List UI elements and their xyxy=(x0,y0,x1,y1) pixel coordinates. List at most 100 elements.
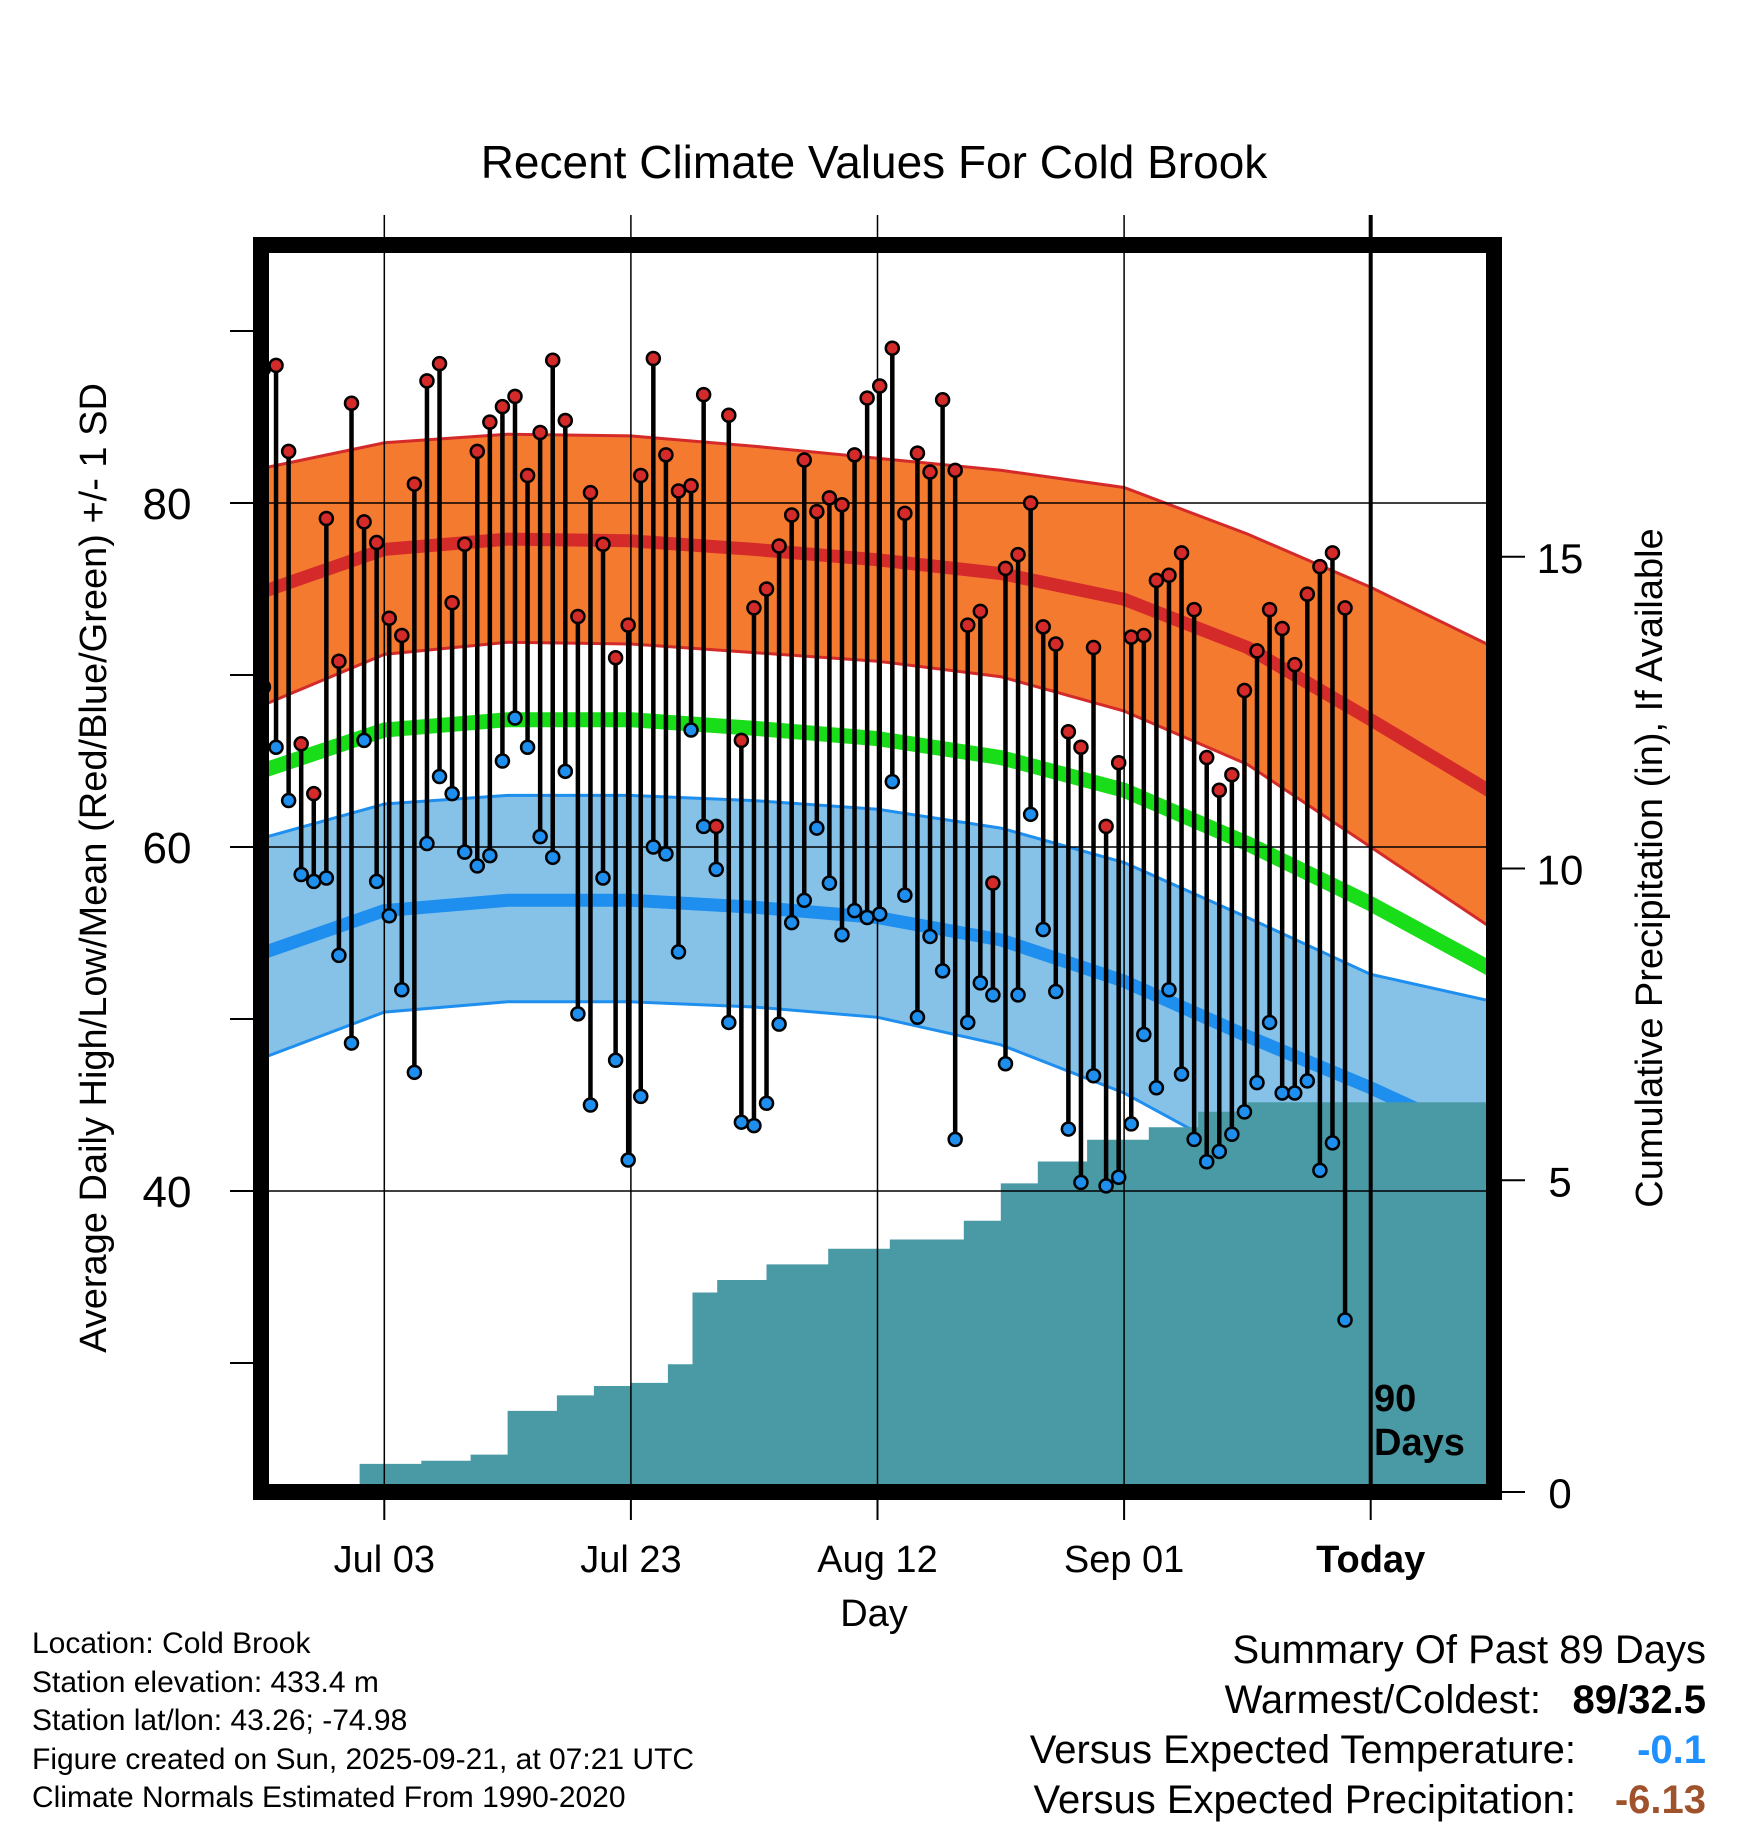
daily-high-point xyxy=(406,476,423,492)
daily-low-point xyxy=(1286,1085,1303,1101)
daily-low-point xyxy=(1060,1121,1077,1137)
daily-high-point xyxy=(368,534,385,551)
daily-high-point xyxy=(884,340,901,356)
daily-low-point xyxy=(897,887,913,903)
daily-high-point xyxy=(494,398,511,415)
daily-low-point xyxy=(1186,1131,1202,1148)
daily-high-point xyxy=(1161,567,1177,583)
daily-low-point xyxy=(1085,1068,1102,1084)
daily-low-point xyxy=(1249,1074,1265,1091)
daily-high-point xyxy=(758,581,775,597)
daily-low-point xyxy=(1148,1080,1165,1096)
daily-high-point xyxy=(934,392,951,408)
daily-low-point xyxy=(1211,1143,1228,1160)
daily-low-point xyxy=(909,1009,926,1026)
daily-low-point xyxy=(859,909,875,926)
created-text: Figure created on Sun, 2025-09-21, at 07… xyxy=(32,1742,695,1776)
daily-high-point xyxy=(1312,558,1328,575)
daily-low-point xyxy=(331,947,347,964)
daily-low-point xyxy=(695,818,712,835)
daily-low-point xyxy=(1035,921,1051,938)
daily-low-point xyxy=(1098,1178,1114,1194)
daily-high-point xyxy=(1098,818,1114,835)
daily-high-point xyxy=(1110,754,1127,771)
daily-high-point xyxy=(557,412,574,429)
summary-panel: Summary Of Past 89 Days Warmest/Coldest:… xyxy=(1030,1625,1706,1825)
daily-high-point xyxy=(607,650,624,666)
daily-high-point xyxy=(268,357,284,374)
precip-label: Versus Expected Precipitation: xyxy=(1033,1778,1576,1822)
daily-low-point xyxy=(394,982,410,998)
daily-high-point xyxy=(783,507,800,523)
daily-high-point xyxy=(444,595,460,611)
daily-low-point xyxy=(871,906,888,922)
daily-low-point xyxy=(683,722,699,738)
daily-low-point xyxy=(1274,1085,1290,1101)
daily-high-point xyxy=(1286,656,1303,673)
daily-high-point xyxy=(909,445,926,461)
daily-low-point xyxy=(1010,987,1026,1003)
precip-row: Versus Expected Precipitation: -6.13 xyxy=(1030,1775,1706,1825)
daily-low-point xyxy=(519,739,536,755)
location-text: Location: Cold Brook xyxy=(32,1627,311,1660)
daily-low-point xyxy=(658,846,674,862)
daily-high-point xyxy=(469,443,486,460)
daily-low-point xyxy=(708,861,724,878)
right-tick-label: 10 xyxy=(1537,847,1584,894)
daily-high-point xyxy=(519,467,536,484)
daily-low-point xyxy=(1198,1154,1215,1170)
daily-high-point xyxy=(1324,545,1341,561)
warm-cold-label: Warmest/Coldest: xyxy=(1224,1678,1541,1722)
daily-high-point xyxy=(897,505,913,522)
daily-high-point xyxy=(582,484,599,501)
daily-high-point xyxy=(456,536,473,553)
daily-low-point xyxy=(1110,1169,1127,1185)
daily-high-point xyxy=(1123,629,1140,645)
daily-low-point xyxy=(381,908,397,924)
daily-high-point xyxy=(1173,545,1190,561)
daily-low-point xyxy=(1236,1104,1253,1120)
plot-frame xyxy=(253,237,1502,1500)
daily-low-point xyxy=(796,892,813,909)
daily-low-point xyxy=(595,870,611,886)
daily-high-point xyxy=(419,373,435,389)
daily-low-point xyxy=(557,763,574,780)
daily-low-point xyxy=(368,873,385,890)
daily-low-point xyxy=(1261,1014,1278,1031)
precip-value: -6.13 xyxy=(1614,1778,1706,1822)
right-tick-label: 0 xyxy=(1548,1470,1571,1517)
daily-low-point xyxy=(1337,1312,1353,1328)
daily-high-point xyxy=(280,443,297,460)
daily-low-point xyxy=(758,1095,775,1112)
daily-high-point xyxy=(859,390,875,406)
daily-high-point xyxy=(1048,636,1064,652)
warm-cold-value: 89/32.5 xyxy=(1572,1678,1706,1722)
daily-low-point xyxy=(834,926,850,943)
daily-high-point xyxy=(1299,586,1316,602)
daily-high-point xyxy=(431,355,448,372)
daily-low-point xyxy=(482,847,498,864)
daily-high-point xyxy=(1198,749,1215,766)
daily-high-point xyxy=(1274,620,1290,637)
daily-low-point xyxy=(444,785,460,802)
x-tick-label: Jul 23 xyxy=(580,1539,681,1581)
daily-low-point xyxy=(494,753,511,769)
daily-high-point xyxy=(922,464,938,480)
daily-high-point xyxy=(1236,682,1253,699)
daily-high-point xyxy=(331,653,347,669)
chart-title: Recent Climate Values For Cold Brook xyxy=(481,136,1269,188)
daily-high-point xyxy=(947,462,963,479)
x-tick-label: Jul 03 xyxy=(334,1539,435,1581)
daily-low-point xyxy=(431,768,448,785)
daily-low-point xyxy=(884,773,901,790)
daily-high-point xyxy=(306,785,322,802)
left-tick-label: 40 xyxy=(143,1168,192,1217)
daily-low-point xyxy=(846,902,863,919)
daily-high-point xyxy=(809,503,825,520)
today-annotation-line2: Days xyxy=(1374,1422,1465,1464)
daily-high-point xyxy=(1224,767,1240,783)
daily-high-point xyxy=(985,875,1001,891)
daily-low-point xyxy=(1073,1174,1089,1191)
daily-low-point xyxy=(670,944,687,960)
temp-label: Versus Expected Temperature: xyxy=(1029,1728,1576,1772)
